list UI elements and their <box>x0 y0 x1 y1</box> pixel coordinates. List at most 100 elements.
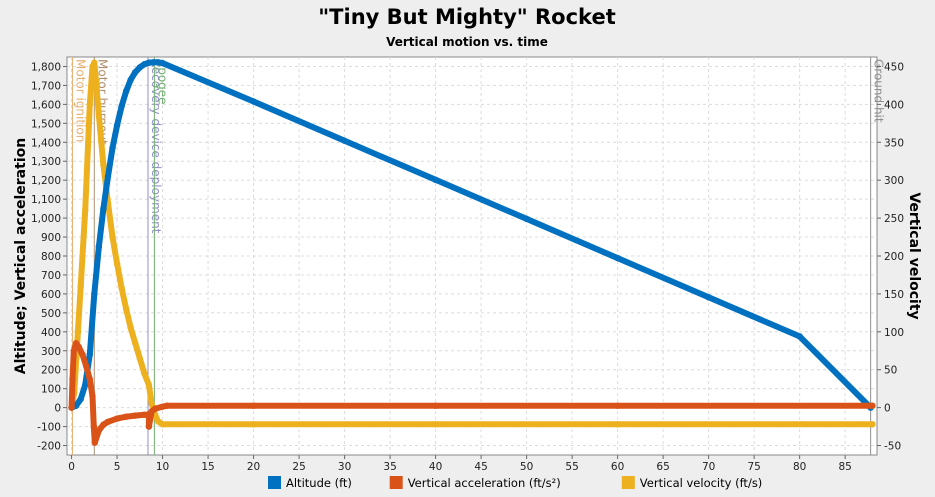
data-point <box>89 393 96 400</box>
data-point <box>86 375 93 383</box>
data-point <box>136 355 144 362</box>
data-point <box>82 207 89 214</box>
data-point <box>250 98 257 105</box>
x-tick-label: 70 <box>702 461 715 473</box>
data-point <box>104 173 112 180</box>
data-point <box>132 339 139 347</box>
data-point <box>95 243 103 250</box>
x-tick-label: 65 <box>656 461 669 473</box>
x-tick-label: 40 <box>429 461 442 473</box>
y-left-tick-label: 700 <box>41 270 61 282</box>
y-left-tick-label: 1,200 <box>31 175 61 187</box>
data-point <box>82 381 89 389</box>
data-point <box>86 351 93 358</box>
data-point <box>432 421 439 428</box>
data-point <box>148 400 155 408</box>
x-tick-label: 35 <box>383 461 396 473</box>
data-point <box>705 294 712 301</box>
data-point <box>432 402 439 409</box>
data-point <box>113 260 121 267</box>
data-point <box>104 418 112 426</box>
data-point <box>154 418 162 425</box>
data-point <box>152 405 159 412</box>
data-point <box>614 254 621 262</box>
data-point <box>77 283 84 290</box>
data-point <box>86 101 93 108</box>
series-group <box>68 59 876 446</box>
data-point <box>92 78 100 85</box>
event-label: Recovery device deployment <box>149 59 163 234</box>
data-point <box>70 347 78 354</box>
x-tick-label: 20 <box>247 461 260 473</box>
y-left-tick-label: 1,100 <box>31 194 61 206</box>
x-tick-label: 5 <box>114 461 121 473</box>
chart-title: "Tiny But Mighty" Rocket <box>318 5 616 29</box>
data-point <box>113 122 121 129</box>
data-point <box>68 404 75 411</box>
legend-swatch <box>389 476 403 489</box>
y-axis-right-label: Vertical velocity <box>906 192 922 319</box>
y-axis-left-label: Altitude; Vertical acceleration <box>13 138 29 374</box>
y-right-tick-label: 350 <box>884 137 904 149</box>
y-left-tick-label: 600 <box>41 289 61 301</box>
event-label: Ground hit <box>872 59 886 123</box>
y-left-tick-label: 1,600 <box>31 99 61 111</box>
legend-label: Altitude (ft) <box>286 476 352 490</box>
data-point <box>136 64 144 71</box>
y-left-tick-label: 1,400 <box>31 137 61 149</box>
y-axis-left: -200 -100 0 100 200 300 400 500 600 700 800 900 1,00… <box>31 61 67 453</box>
legend-swatch <box>621 476 635 489</box>
data-point <box>75 343 83 351</box>
data-point <box>109 233 116 241</box>
data-point <box>523 215 530 223</box>
data-point <box>250 402 257 409</box>
y-left-tick-label: 0 <box>54 403 61 415</box>
y-left-tick-label: 800 <box>41 251 61 263</box>
data-point <box>132 68 139 76</box>
x-tick-label: 80 <box>793 461 806 473</box>
x-tick-label: 50 <box>520 461 533 473</box>
y-axis-right: -50 0 50 100 150 200 250 300 350 400 450 <box>877 61 904 453</box>
data-point <box>109 144 116 152</box>
y-left-tick-label: 1,000 <box>31 213 61 225</box>
x-tick-label: 15 <box>201 461 214 473</box>
y-left-tick-label: 1,700 <box>31 80 61 92</box>
data-point <box>95 427 103 434</box>
legend-label: Vertical acceleration (ft/s²) <box>408 476 561 490</box>
y-right-tick-label: 100 <box>884 327 904 339</box>
x-tick-label: 0 <box>68 461 75 473</box>
x-tick-label: 55 <box>565 461 578 473</box>
legend-swatch <box>268 476 281 489</box>
x-tick-label: 85 <box>838 461 851 473</box>
data-point <box>122 305 130 313</box>
y-left-tick-label: 900 <box>41 232 61 244</box>
y-right-tick-label: 200 <box>884 251 904 263</box>
y-left-tick-label: 300 <box>41 346 61 358</box>
chart-subtitle: Vertical motion vs. time <box>386 35 548 49</box>
x-tick-label: 60 <box>611 461 624 473</box>
data-point <box>77 395 84 403</box>
y-left-tick-label: -200 <box>37 441 61 453</box>
data-point <box>90 423 98 430</box>
y-right-tick-label: 300 <box>884 175 904 187</box>
y-left-tick-label: 1,500 <box>31 118 61 130</box>
data-point <box>74 328 82 336</box>
data-point <box>869 421 876 428</box>
y-left-tick-label: -100 <box>37 422 61 434</box>
data-point <box>159 59 166 67</box>
data-point <box>122 413 130 420</box>
data-point <box>100 421 107 428</box>
y-right-tick-label: 250 <box>884 213 904 225</box>
data-point <box>159 421 166 428</box>
legend-label: Vertical velocity (ft/s) <box>640 476 763 490</box>
y-left-tick-label: 200 <box>41 365 61 377</box>
y-left-tick-label: 100 <box>41 384 61 396</box>
y-left-tick-label: 1,800 <box>31 61 61 73</box>
data-point <box>91 439 98 446</box>
y-right-tick-label: 50 <box>884 365 897 377</box>
data-point <box>150 59 157 66</box>
x-tick-label: 75 <box>747 461 760 473</box>
event-label: Apogee <box>155 59 169 105</box>
x-tick-label: 30 <box>338 461 351 473</box>
